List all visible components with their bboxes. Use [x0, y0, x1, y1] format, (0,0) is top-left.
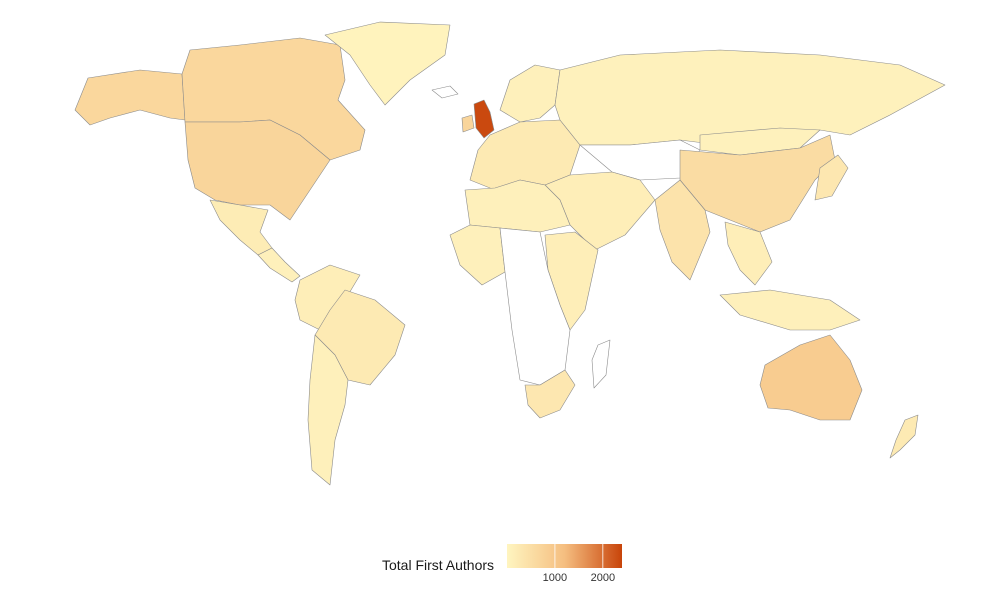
- region-japan: [814, 154, 849, 201]
- map-legend: Total First Authors 1000 2000: [382, 542, 642, 588]
- region-south-africa: [524, 369, 576, 419]
- legend-colorbar: [507, 544, 622, 568]
- region-iceland: [431, 85, 459, 99]
- region-southeast-asia: [724, 221, 773, 286]
- region-central-america: [257, 247, 301, 283]
- region-brazil: [314, 289, 406, 386]
- region-greenland: [324, 21, 451, 106]
- region-scandinavia: [499, 64, 561, 123]
- region-madagascar: [591, 339, 611, 389]
- region-west-africa: [449, 224, 506, 286]
- legend-tick-label: 2000: [590, 572, 616, 584]
- legend-gradient: [507, 544, 622, 568]
- legend-tick-label: 1000: [542, 572, 568, 584]
- region-united-states: [184, 119, 331, 221]
- region-mexico: [209, 199, 273, 256]
- region-alaska: [74, 69, 186, 126]
- region-south-america-south: [307, 334, 349, 486]
- region-new-zealand: [889, 414, 919, 459]
- world-map: [74, 21, 946, 486]
- region-united-kingdom: [473, 99, 495, 139]
- legend-tick-marks: [554, 544, 604, 568]
- region-india: [654, 179, 711, 281]
- region-australia: [759, 334, 863, 421]
- legend-title: Total First Authors: [382, 557, 495, 573]
- region-ireland: [461, 114, 475, 133]
- region-indonesia: [719, 289, 861, 331]
